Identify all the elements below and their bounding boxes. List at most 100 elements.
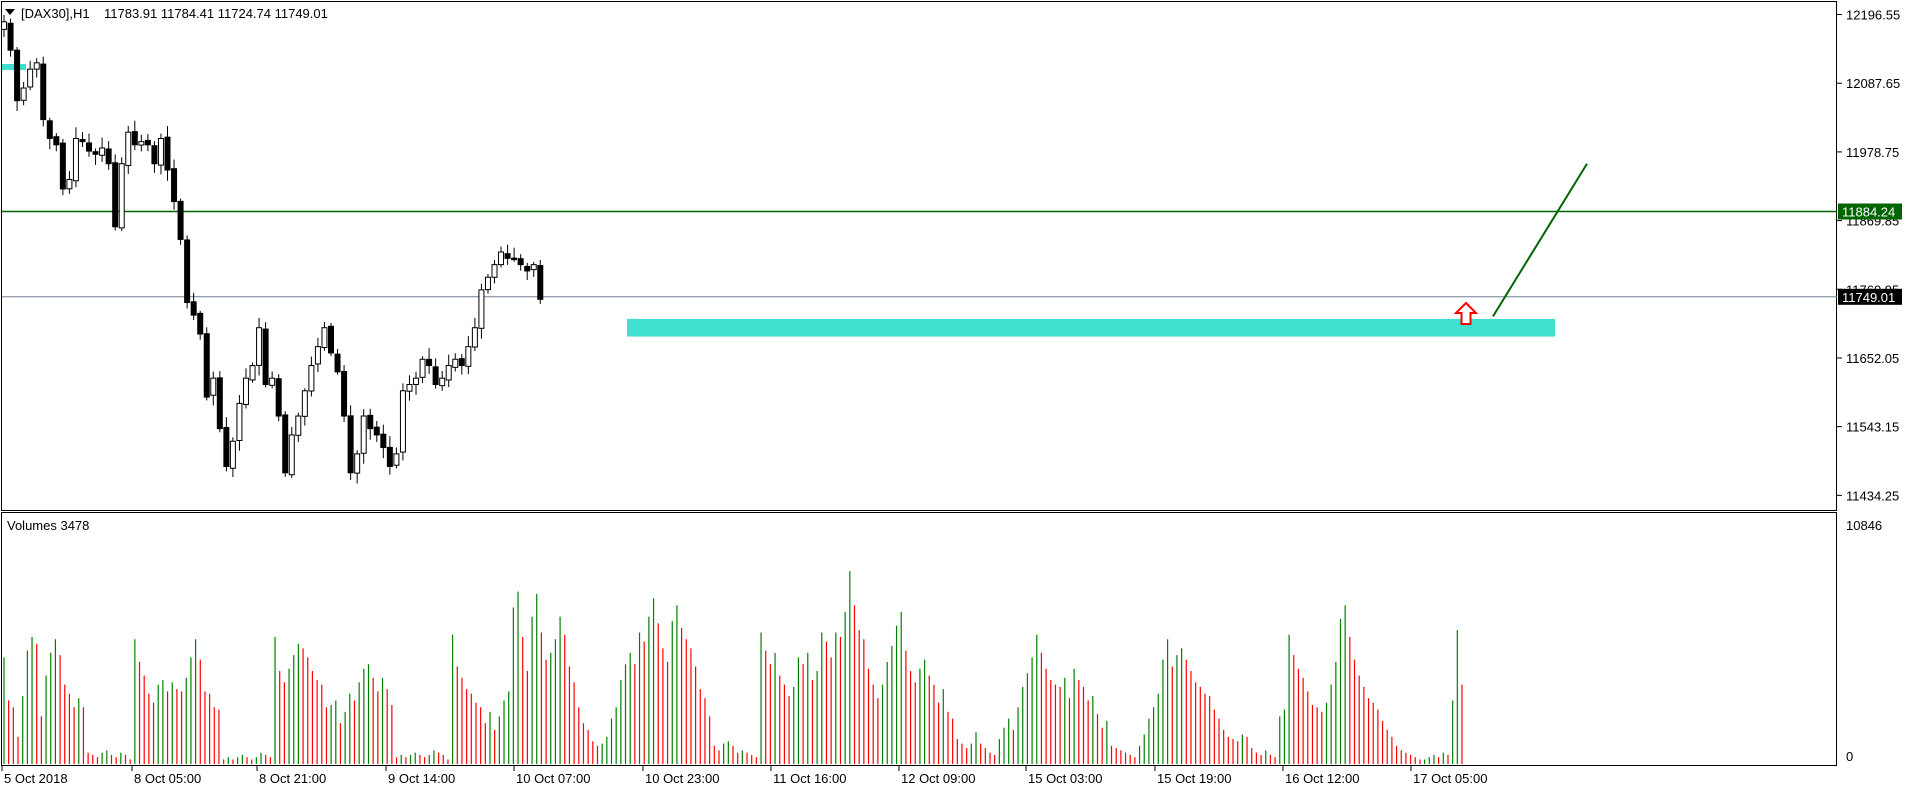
candle-bear [112, 162, 119, 228]
candle-bull [256, 327, 263, 366]
current-price-badge [1838, 288, 1902, 305]
candle-bear [328, 325, 334, 354]
candle-bear [203, 333, 210, 398]
candle-bear [197, 312, 204, 335]
candle-bull [465, 346, 472, 367]
time-tick-label: 16 Oct 12:00 [1285, 771, 1359, 786]
trend-projection-line[interactable] [1492, 163, 1588, 317]
candle-bear [341, 370, 348, 417]
candle-bull [118, 163, 125, 229]
candle-bear [190, 301, 197, 316]
ohlc-label: 11783.91 11784.41 11724.74 11749.01 [104, 6, 328, 21]
time-tick-label: 5 Oct 2018 [4, 771, 68, 786]
candle-bull [229, 440, 236, 469]
price-tick-label: 12087.65 [1846, 76, 1900, 91]
dropdown-triangle-icon[interactable] [5, 9, 15, 15]
candle-bull [478, 289, 485, 329]
candle-bear [386, 446, 393, 467]
candle-bull [413, 377, 420, 385]
candle-bear [105, 148, 112, 165]
candle-bear [504, 253, 511, 259]
candle-bull [138, 141, 145, 146]
support-zone [627, 318, 1555, 337]
time-axis-ticks: 5 Oct 2018 8 Oct 05:00 8 Oct 21:00 9 Oct 14… [1, 766, 1487, 786]
candle-bull [354, 453, 361, 474]
candle-bear [511, 257, 518, 261]
time-tick-label: 10 Oct 23:00 [645, 771, 719, 786]
candle-bear [144, 139, 151, 146]
candle-bear [92, 151, 99, 155]
candle-bear [432, 366, 439, 385]
candle-bear [46, 120, 53, 139]
candle-bull [157, 137, 164, 166]
candle-bear [79, 139, 86, 143]
candle-bull [210, 377, 217, 396]
candle-bear [367, 414, 374, 430]
candle-bull [1, 21, 7, 30]
time-tick-label: 17 Oct 05:00 [1413, 771, 1487, 786]
price-tick-label: 11543.15 [1846, 420, 1899, 435]
volume-bars-layer [3, 571, 1463, 764]
candle-bull [20, 87, 27, 101]
candle-bull [99, 147, 106, 156]
candle-bull [308, 365, 315, 392]
candle-bull [301, 390, 308, 417]
candle-bear [458, 358, 465, 367]
candle-bull [314, 346, 321, 365]
candle-bull [66, 178, 73, 190]
candle-bear [14, 49, 21, 102]
price-tick-label: 11978.75 [1846, 145, 1899, 160]
candle-bear [216, 377, 223, 430]
candle-bull [249, 365, 256, 381]
candle-bull [27, 68, 34, 88]
candle-bull [393, 453, 400, 466]
resistance-price-label: 11884.24 [1842, 205, 1895, 220]
time-tick-label: 15 Oct 19:00 [1157, 771, 1231, 786]
up-arrow-icon [1453, 301, 1479, 325]
candle-bull [491, 264, 498, 278]
volume-scale-min: 0 [1846, 749, 1853, 764]
candle-bull [399, 390, 406, 453]
candle-bear [164, 136, 171, 171]
volume-panel-title: Volumes 3478 [7, 518, 89, 533]
candle-bull [498, 251, 505, 266]
support-zone-layer [2, 64, 1555, 337]
trend-layer [1453, 163, 1588, 325]
price-tick-label: 11652.05 [1846, 351, 1899, 366]
candle-bear [7, 22, 14, 51]
current-price-label: 11749.01 [1842, 290, 1895, 305]
candle-bear [59, 142, 66, 190]
candle-bull [406, 383, 413, 392]
time-tick-label: 15 Oct 03:00 [1028, 771, 1102, 786]
candle-bull [72, 137, 79, 182]
price-labels-layer: 11884.24 11749.01 [1838, 203, 1902, 305]
candle-bear [380, 433, 387, 449]
support-zone-marker [2, 64, 26, 70]
candle-bull [125, 131, 132, 166]
candle-bear [40, 63, 47, 121]
candle-bear [177, 200, 184, 240]
price-panel-frame [1, 1, 1837, 511]
candle-bull [295, 415, 302, 436]
time-tick-label: 8 Oct 05:00 [134, 771, 201, 786]
header: [DAX30],H1 11783.91 11784.41 11724.74 11… [5, 6, 328, 21]
candle-bear [171, 168, 178, 203]
candle-bull [288, 434, 295, 476]
candle-bear [53, 136, 60, 146]
candle-bear [426, 358, 433, 367]
candle-bear [223, 427, 230, 467]
time-tick-label: 9 Oct 14:00 [388, 771, 455, 786]
candle-bull [445, 365, 452, 381]
candle-bull [321, 327, 328, 349]
candle-bear [151, 145, 158, 165]
candle-bull [33, 62, 40, 70]
price-tick-label: 12196.55 [1846, 8, 1900, 23]
candle-bear [537, 264, 544, 300]
resistance-price-badge [1838, 203, 1902, 220]
candle-bull [269, 377, 276, 386]
time-tick-label: 12 Oct 09:00 [901, 771, 975, 786]
candle-bull [242, 377, 249, 405]
